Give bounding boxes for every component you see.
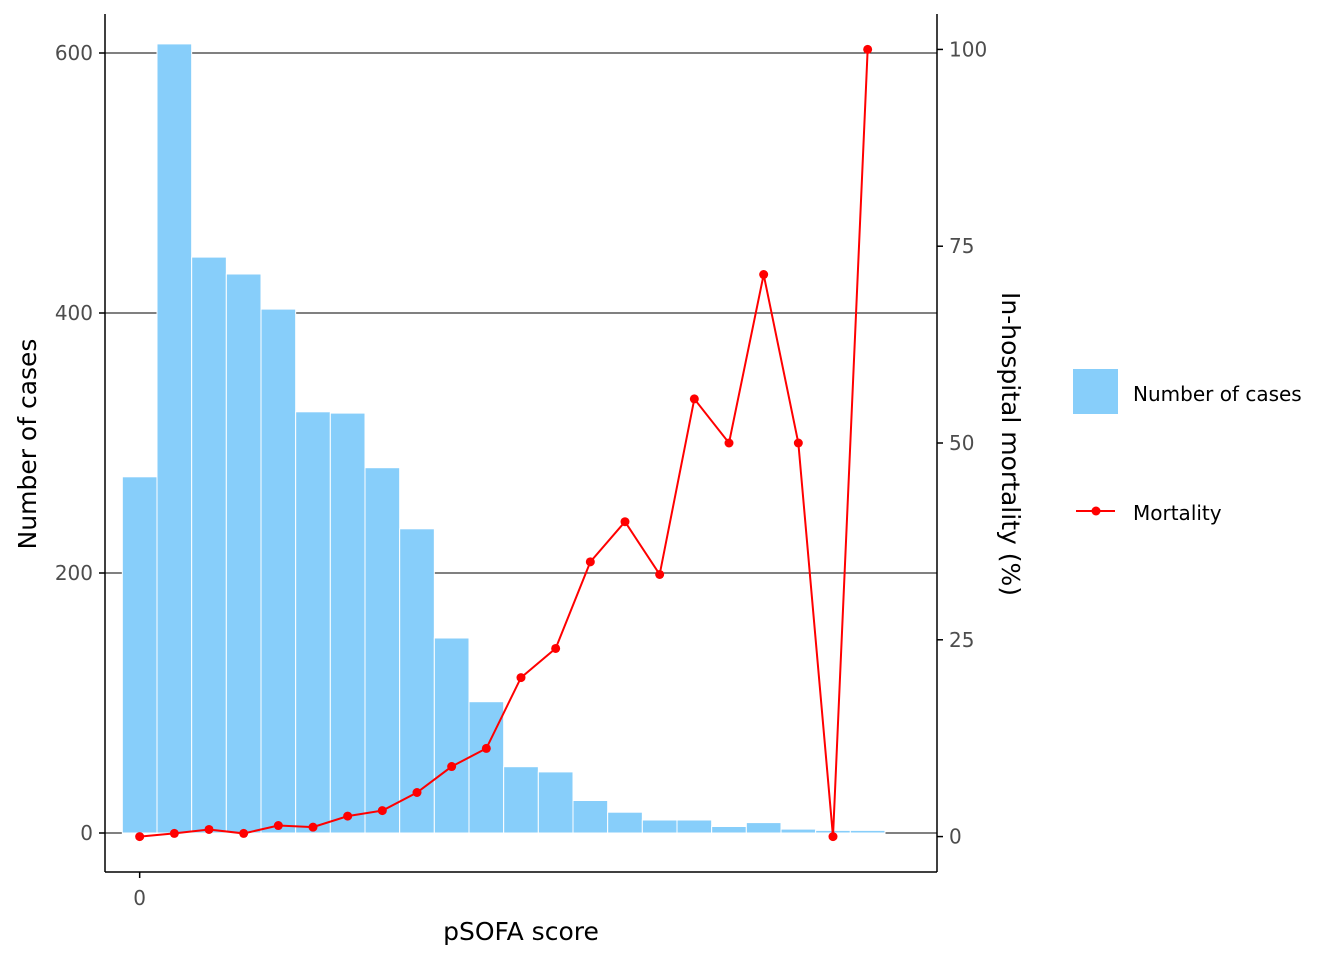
bar-12 bbox=[537, 771, 574, 834]
bar-0 bbox=[121, 476, 158, 834]
mortality-point-7 bbox=[377, 806, 387, 816]
mortality-point-11 bbox=[516, 673, 526, 683]
y-tick-label-0: 0 bbox=[80, 821, 93, 845]
y-axis-title: Number of cases bbox=[13, 339, 42, 550]
mortality-point-5 bbox=[308, 822, 318, 832]
bar-19 bbox=[780, 828, 817, 834]
mortality-point-10 bbox=[481, 743, 491, 753]
y2-axis-title: In-hospital mortality (%) bbox=[996, 292, 1025, 596]
mortality-point-19 bbox=[793, 438, 803, 448]
tick-labels: 0 200 400 600 0 25 50 75 100 0 bbox=[55, 37, 987, 910]
bar-14 bbox=[607, 811, 643, 834]
bar-18 bbox=[745, 822, 782, 834]
mortality-point-3 bbox=[239, 828, 249, 838]
legend-key-cases bbox=[1073, 369, 1118, 414]
mortality-point-1 bbox=[169, 828, 179, 838]
y2-tick-label-25: 25 bbox=[949, 628, 974, 652]
bar-11 bbox=[503, 766, 539, 834]
bar-9 bbox=[433, 637, 470, 834]
bar-8 bbox=[399, 528, 435, 834]
mortality-point-15 bbox=[655, 569, 665, 579]
mortality-line bbox=[139, 49, 869, 838]
bar-21 bbox=[849, 829, 886, 834]
mortality-line-layer bbox=[135, 44, 873, 842]
y2-tick-label-100: 100 bbox=[949, 37, 987, 61]
bar-13 bbox=[572, 800, 609, 834]
legend-key-mortality-point bbox=[1091, 506, 1101, 516]
bar-17 bbox=[711, 826, 747, 834]
mortality-point-2 bbox=[204, 824, 214, 834]
axes bbox=[99, 14, 943, 878]
mortality-point-16 bbox=[689, 394, 699, 404]
x-axis-title: pSOFA score bbox=[443, 917, 599, 946]
mortality-point-8 bbox=[412, 787, 422, 797]
bar-15 bbox=[641, 819, 678, 834]
y2-tick-label-75: 75 bbox=[949, 234, 974, 258]
legend-label-mortality: Mortality bbox=[1133, 501, 1222, 525]
mortality-point-14 bbox=[620, 517, 630, 527]
y2-tick-label-50: 50 bbox=[949, 431, 974, 455]
mortality-point-6 bbox=[343, 811, 353, 821]
bar-16 bbox=[676, 819, 713, 834]
mortality-point-18 bbox=[759, 270, 769, 280]
mortality-point-4 bbox=[273, 821, 283, 831]
y-tick-label-600: 600 bbox=[55, 41, 93, 65]
y-tick-label-400: 400 bbox=[55, 301, 93, 325]
y2-tick-label-0: 0 bbox=[949, 825, 962, 849]
bar-1 bbox=[156, 43, 193, 834]
legend-label-cases: Number of cases bbox=[1133, 382, 1302, 406]
x-tick-label-0: 0 bbox=[133, 886, 146, 910]
mortality-point-20 bbox=[828, 832, 838, 842]
mortality-point-21 bbox=[863, 44, 873, 54]
bar-7 bbox=[364, 467, 401, 834]
bar-4 bbox=[260, 308, 297, 834]
mortality-point-12 bbox=[551, 643, 561, 653]
mortality-point-17 bbox=[724, 438, 734, 448]
y-tick-label-200: 200 bbox=[55, 561, 93, 585]
mortality-point-0 bbox=[135, 832, 145, 842]
bar-5 bbox=[295, 411, 331, 834]
mortality-point-9 bbox=[447, 762, 457, 772]
bar-3 bbox=[225, 273, 262, 834]
bar-2 bbox=[191, 256, 227, 834]
legend: Number of cases Mortality bbox=[1073, 369, 1302, 525]
bar-6 bbox=[329, 412, 366, 834]
mortality-point-13 bbox=[585, 557, 595, 567]
